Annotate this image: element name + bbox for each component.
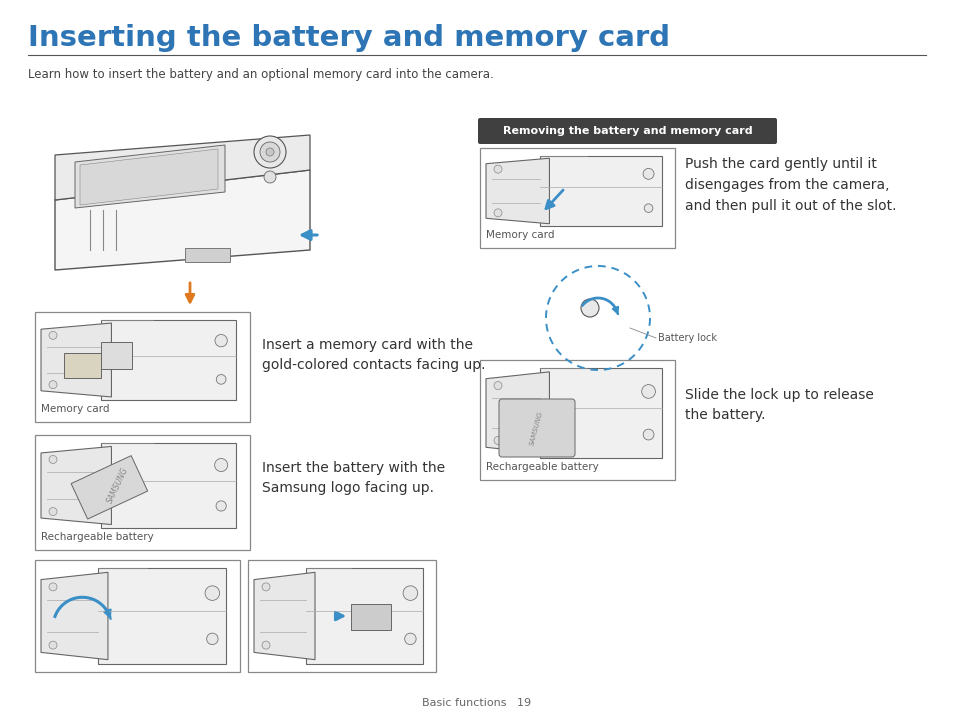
Circle shape — [494, 209, 501, 217]
Circle shape — [49, 583, 57, 591]
Circle shape — [49, 381, 57, 389]
Text: Battery lock: Battery lock — [658, 333, 717, 343]
Circle shape — [253, 136, 286, 168]
Circle shape — [403, 586, 417, 600]
Text: Rechargeable battery: Rechargeable battery — [485, 462, 598, 472]
Text: Insert the battery with the
Samsung logo facing up.: Insert the battery with the Samsung logo… — [262, 461, 445, 495]
Bar — [71, 456, 148, 519]
Polygon shape — [41, 323, 112, 397]
Circle shape — [49, 641, 57, 649]
Circle shape — [642, 168, 654, 179]
Text: Memory card: Memory card — [41, 404, 110, 414]
Circle shape — [214, 459, 228, 472]
Circle shape — [205, 586, 219, 600]
Text: Slide the lock up to release
the battery.: Slide the lock up to release the battery… — [684, 387, 873, 423]
Circle shape — [494, 382, 501, 390]
Bar — [539, 368, 661, 458]
Text: Push the card gently until it
disengages from the camera,
and then pull it out o: Push the card gently until it disengages… — [684, 158, 896, 212]
Text: SAMSUNG: SAMSUNG — [105, 466, 130, 505]
Polygon shape — [55, 135, 310, 200]
Bar — [479, 148, 675, 248]
Circle shape — [262, 583, 270, 591]
Bar — [98, 568, 226, 664]
Circle shape — [49, 331, 57, 339]
Circle shape — [580, 299, 598, 317]
Text: SAMSUNG: SAMSUNG — [529, 410, 544, 446]
Circle shape — [207, 633, 218, 644]
Text: Insert a memory card with the
gold-colored contacts facing up.: Insert a memory card with the gold-color… — [262, 338, 485, 372]
Circle shape — [643, 204, 652, 212]
Circle shape — [262, 641, 270, 649]
Text: Basic functions   19: Basic functions 19 — [422, 698, 531, 708]
Bar — [479, 360, 675, 480]
Polygon shape — [41, 572, 108, 660]
Circle shape — [49, 456, 57, 464]
Polygon shape — [64, 353, 101, 377]
FancyBboxPatch shape — [477, 118, 776, 144]
Bar — [539, 156, 661, 226]
Polygon shape — [55, 170, 310, 270]
Bar — [185, 248, 230, 262]
Polygon shape — [80, 149, 218, 205]
Circle shape — [494, 165, 501, 173]
Circle shape — [49, 508, 57, 516]
Polygon shape — [253, 572, 314, 660]
Bar — [35, 560, 240, 672]
Circle shape — [260, 142, 280, 162]
Text: Learn how to insert the battery and an optional memory card into the camera.: Learn how to insert the battery and an o… — [28, 68, 494, 81]
Bar — [248, 560, 436, 672]
Circle shape — [641, 384, 655, 398]
Circle shape — [214, 335, 227, 347]
Bar — [35, 312, 250, 422]
Polygon shape — [41, 446, 112, 525]
FancyBboxPatch shape — [498, 399, 575, 457]
Bar — [101, 343, 132, 369]
Text: Removing the battery and memory card: Removing the battery and memory card — [502, 126, 752, 136]
Bar — [101, 443, 235, 528]
Text: Inserting the battery and memory card: Inserting the battery and memory card — [28, 24, 669, 52]
Circle shape — [404, 633, 416, 644]
Circle shape — [264, 171, 275, 183]
Circle shape — [266, 148, 274, 156]
Polygon shape — [75, 145, 225, 208]
Text: Memory card: Memory card — [485, 230, 554, 240]
Bar — [306, 568, 422, 664]
Circle shape — [494, 436, 501, 444]
Bar — [35, 435, 250, 550]
Bar — [101, 320, 235, 400]
Polygon shape — [485, 158, 549, 224]
Text: Rechargeable battery: Rechargeable battery — [41, 532, 153, 542]
Bar — [351, 603, 390, 629]
Circle shape — [216, 374, 226, 384]
Circle shape — [215, 501, 226, 511]
Polygon shape — [485, 372, 549, 454]
Circle shape — [642, 429, 653, 440]
